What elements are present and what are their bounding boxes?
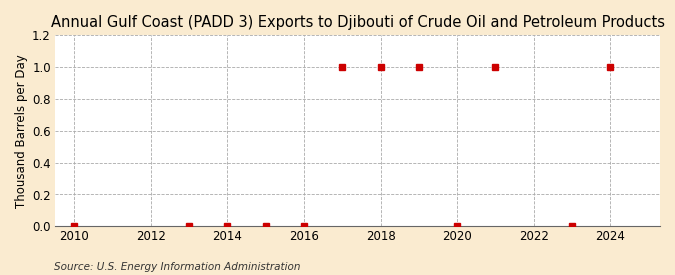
Y-axis label: Thousand Barrels per Day: Thousand Barrels per Day: [15, 54, 28, 208]
Title: Annual Gulf Coast (PADD 3) Exports to Djibouti of Crude Oil and Petroleum Produc: Annual Gulf Coast (PADD 3) Exports to Dj…: [51, 15, 665, 30]
Text: Source: U.S. Energy Information Administration: Source: U.S. Energy Information Administ…: [54, 262, 300, 272]
